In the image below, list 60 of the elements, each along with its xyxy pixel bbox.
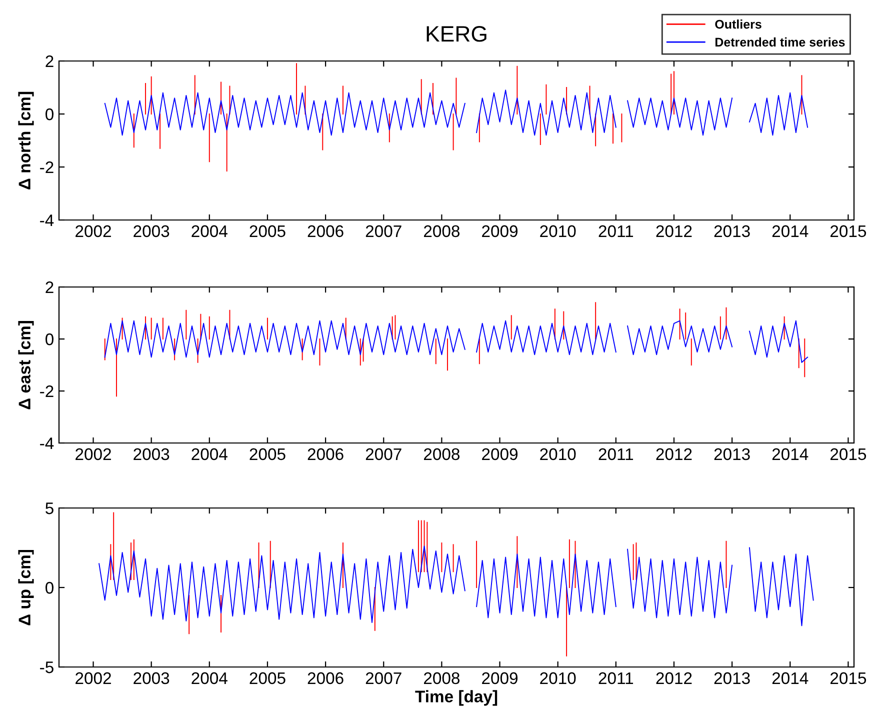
- x-tick-label: 2011: [598, 448, 634, 460]
- x-tick-label: 2013: [714, 448, 750, 460]
- x-tick-label: 2006: [308, 225, 344, 238]
- x-tick-label: 2008: [424, 225, 460, 238]
- y-tick-label: 5: [46, 502, 54, 514]
- chart-title: KERG: [426, 26, 486, 42]
- x-tick-label: 2003: [134, 225, 170, 238]
- x-tick-label: 2005: [250, 448, 286, 460]
- x-tick-label: 2007: [366, 448, 402, 460]
- x-tick-label: 2007: [366, 225, 402, 238]
- y-tick-label: 2: [46, 281, 54, 294]
- y-axis-title: Δ up [cm]: [18, 550, 34, 626]
- x-tick-label: 2012: [656, 448, 692, 460]
- x-tick-label: 2011: [598, 225, 634, 238]
- x-tick-label: 2005: [250, 225, 286, 238]
- y-axis-title: Δ north [cm]: [18, 92, 34, 190]
- x-tick-label: 2003: [134, 448, 170, 460]
- legend-label: Detrended time series: [715, 37, 845, 47]
- x-tick-label: 2013: [714, 225, 750, 238]
- x-tick-label: 2009: [482, 672, 518, 684]
- x-tick-label: 2012: [656, 672, 692, 684]
- y-axis-title: Δ east [cm]: [18, 321, 34, 410]
- x-tick-label: 2002: [76, 225, 111, 238]
- y-tick-label: 2: [46, 55, 54, 68]
- x-tick-label: 2010: [540, 225, 576, 238]
- x-tick-label: 2007: [366, 672, 402, 684]
- x-tick-label: 2009: [482, 448, 518, 460]
- x-tick-label: 2003: [134, 672, 170, 684]
- x-tick-label: 2015: [830, 225, 866, 238]
- x-tick-label: 2014: [772, 672, 808, 684]
- x-tick-label: 2004: [192, 225, 228, 238]
- x-tick-label: 2006: [308, 672, 344, 684]
- y-tick-label: -4: [40, 214, 54, 226]
- x-tick-label: 2002: [76, 448, 111, 460]
- x-tick-label: 2011: [598, 672, 634, 684]
- y-tick-label: -2: [40, 385, 54, 398]
- x-tick-label: 2004: [192, 672, 228, 684]
- y-tick-label: -4: [40, 438, 54, 450]
- x-tick-label: 2015: [830, 672, 866, 684]
- y-tick-label: 0: [46, 582, 54, 594]
- x-tick-label: 2002: [76, 672, 111, 684]
- x-tick-label: 2009: [482, 225, 518, 238]
- x-tick-label: 2012: [656, 225, 692, 238]
- x-tick-label: 2006: [308, 448, 344, 460]
- x-tick-label: 2008: [424, 448, 460, 460]
- x-tick-label: 2010: [540, 448, 576, 460]
- x-tick-label: 2015: [830, 448, 866, 460]
- x-tick-label: 2005: [250, 672, 286, 684]
- x-tick-label: 2004: [192, 448, 228, 460]
- x-tick-label: 2014: [772, 448, 808, 460]
- y-tick-label: 0: [46, 108, 54, 120]
- x-tick-label: 2014: [772, 225, 808, 238]
- x-tick-label: 2008: [424, 672, 460, 684]
- y-tick-label: 0: [46, 333, 54, 346]
- y-tick-label: -2: [40, 161, 54, 174]
- legend-label: Outliers: [715, 20, 762, 29]
- x-tick-label: 2010: [540, 672, 576, 684]
- y-tick-label: -5: [40, 662, 54, 674]
- x-axis-title: Time [day]: [415, 690, 498, 706]
- x-tick-label: 2013: [714, 672, 750, 684]
